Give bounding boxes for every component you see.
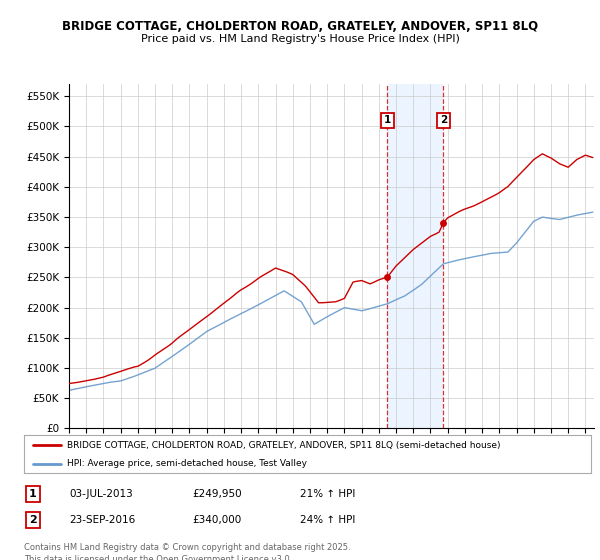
- Text: 23-SEP-2016: 23-SEP-2016: [69, 515, 135, 525]
- Text: £340,000: £340,000: [192, 515, 241, 525]
- Text: BRIDGE COTTAGE, CHOLDERTON ROAD, GRATELEY, ANDOVER, SP11 8LQ: BRIDGE COTTAGE, CHOLDERTON ROAD, GRATELE…: [62, 20, 538, 32]
- Text: 03-JUL-2013: 03-JUL-2013: [69, 489, 133, 499]
- Text: BRIDGE COTTAGE, CHOLDERTON ROAD, GRATELEY, ANDOVER, SP11 8LQ (semi-detached hous: BRIDGE COTTAGE, CHOLDERTON ROAD, GRATELE…: [67, 441, 500, 450]
- Text: 21% ↑ HPI: 21% ↑ HPI: [300, 489, 355, 499]
- Text: £249,950: £249,950: [192, 489, 242, 499]
- Text: Contains HM Land Registry data © Crown copyright and database right 2025.
This d: Contains HM Land Registry data © Crown c…: [24, 543, 350, 560]
- Bar: [388, 84, 443, 428]
- Text: Price paid vs. HM Land Registry's House Price Index (HPI): Price paid vs. HM Land Registry's House …: [140, 34, 460, 44]
- Text: 2: 2: [440, 115, 447, 125]
- Text: 1: 1: [384, 115, 391, 125]
- Text: 1: 1: [29, 489, 37, 499]
- Text: 24% ↑ HPI: 24% ↑ HPI: [300, 515, 355, 525]
- Text: HPI: Average price, semi-detached house, Test Valley: HPI: Average price, semi-detached house,…: [67, 459, 307, 468]
- Text: 2: 2: [29, 515, 37, 525]
